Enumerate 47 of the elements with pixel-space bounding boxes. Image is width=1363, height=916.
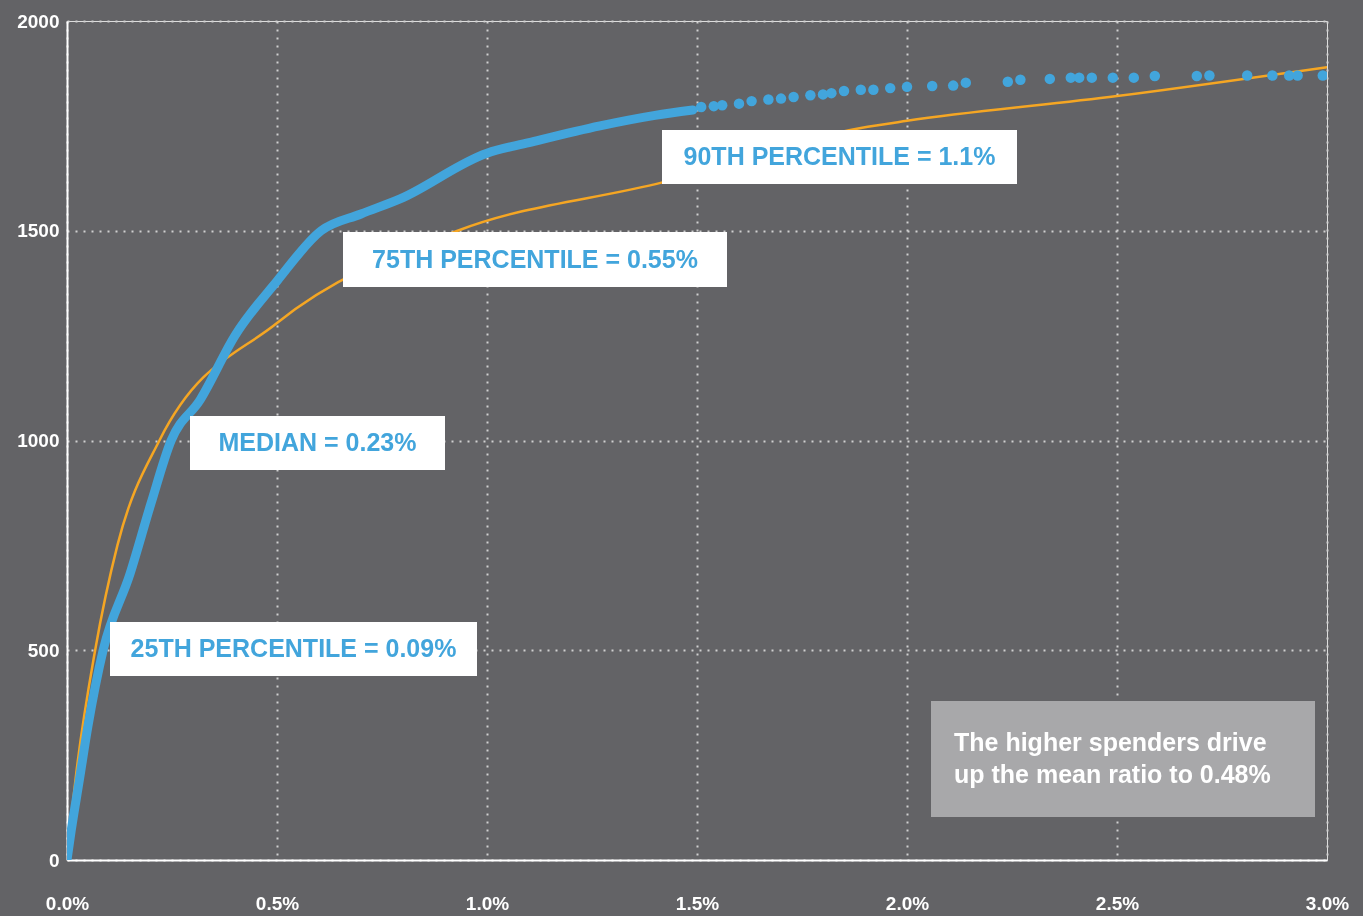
point <box>1002 76 1014 88</box>
point <box>868 84 879 96</box>
point <box>1241 70 1253 81</box>
point <box>884 82 896 94</box>
annotation: 90TH PERCENTILE = 1.1% <box>683 142 996 170</box>
point <box>1086 72 1098 83</box>
annotation: 25TH PERCENTILE = 0.09% <box>130 634 457 662</box>
x-tick-label: 1.0% <box>465 892 510 914</box>
point <box>826 87 837 99</box>
point <box>1149 70 1161 82</box>
point <box>733 98 745 109</box>
point <box>1204 70 1215 81</box>
point <box>805 90 816 101</box>
x-tick-label: 2.5% <box>1095 892 1140 914</box>
x-tick-label: 1.5% <box>675 892 720 914</box>
annotation: The higher spenders drive up the mean ratio to 0.48% <box>954 728 1271 788</box>
point <box>716 100 728 111</box>
point <box>960 77 972 88</box>
x-tick-label: 0.5% <box>255 892 300 914</box>
point <box>1107 72 1119 83</box>
point <box>1191 70 1203 82</box>
point <box>1292 70 1303 81</box>
y-tick-label: 2000 <box>17 10 60 32</box>
annotation: 75TH PERCENTILE = 0.55% <box>372 244 698 273</box>
point <box>746 95 757 107</box>
point <box>1015 74 1026 85</box>
point <box>695 101 707 113</box>
point <box>1317 70 1327 81</box>
y-tick-label: 1000 <box>17 430 60 451</box>
x-tick-label: 2.0% <box>885 892 930 914</box>
y-tick-label: 0 <box>48 849 60 871</box>
x-tick-label: 0.0% <box>45 892 90 914</box>
point <box>1128 72 1140 83</box>
annotation: MEDIAN = 0.23% <box>218 428 417 456</box>
point <box>775 93 787 104</box>
point <box>947 80 959 91</box>
point <box>1044 73 1056 85</box>
y-tick-label: 1500 <box>17 220 60 242</box>
point <box>855 84 867 96</box>
point <box>926 80 938 92</box>
y-tick-label: 500 <box>27 639 60 661</box>
point <box>788 91 799 103</box>
point <box>838 85 850 97</box>
point <box>901 81 913 93</box>
x-tick-label: 3.0% <box>1305 892 1350 914</box>
point <box>1267 70 1278 81</box>
point <box>763 94 774 105</box>
